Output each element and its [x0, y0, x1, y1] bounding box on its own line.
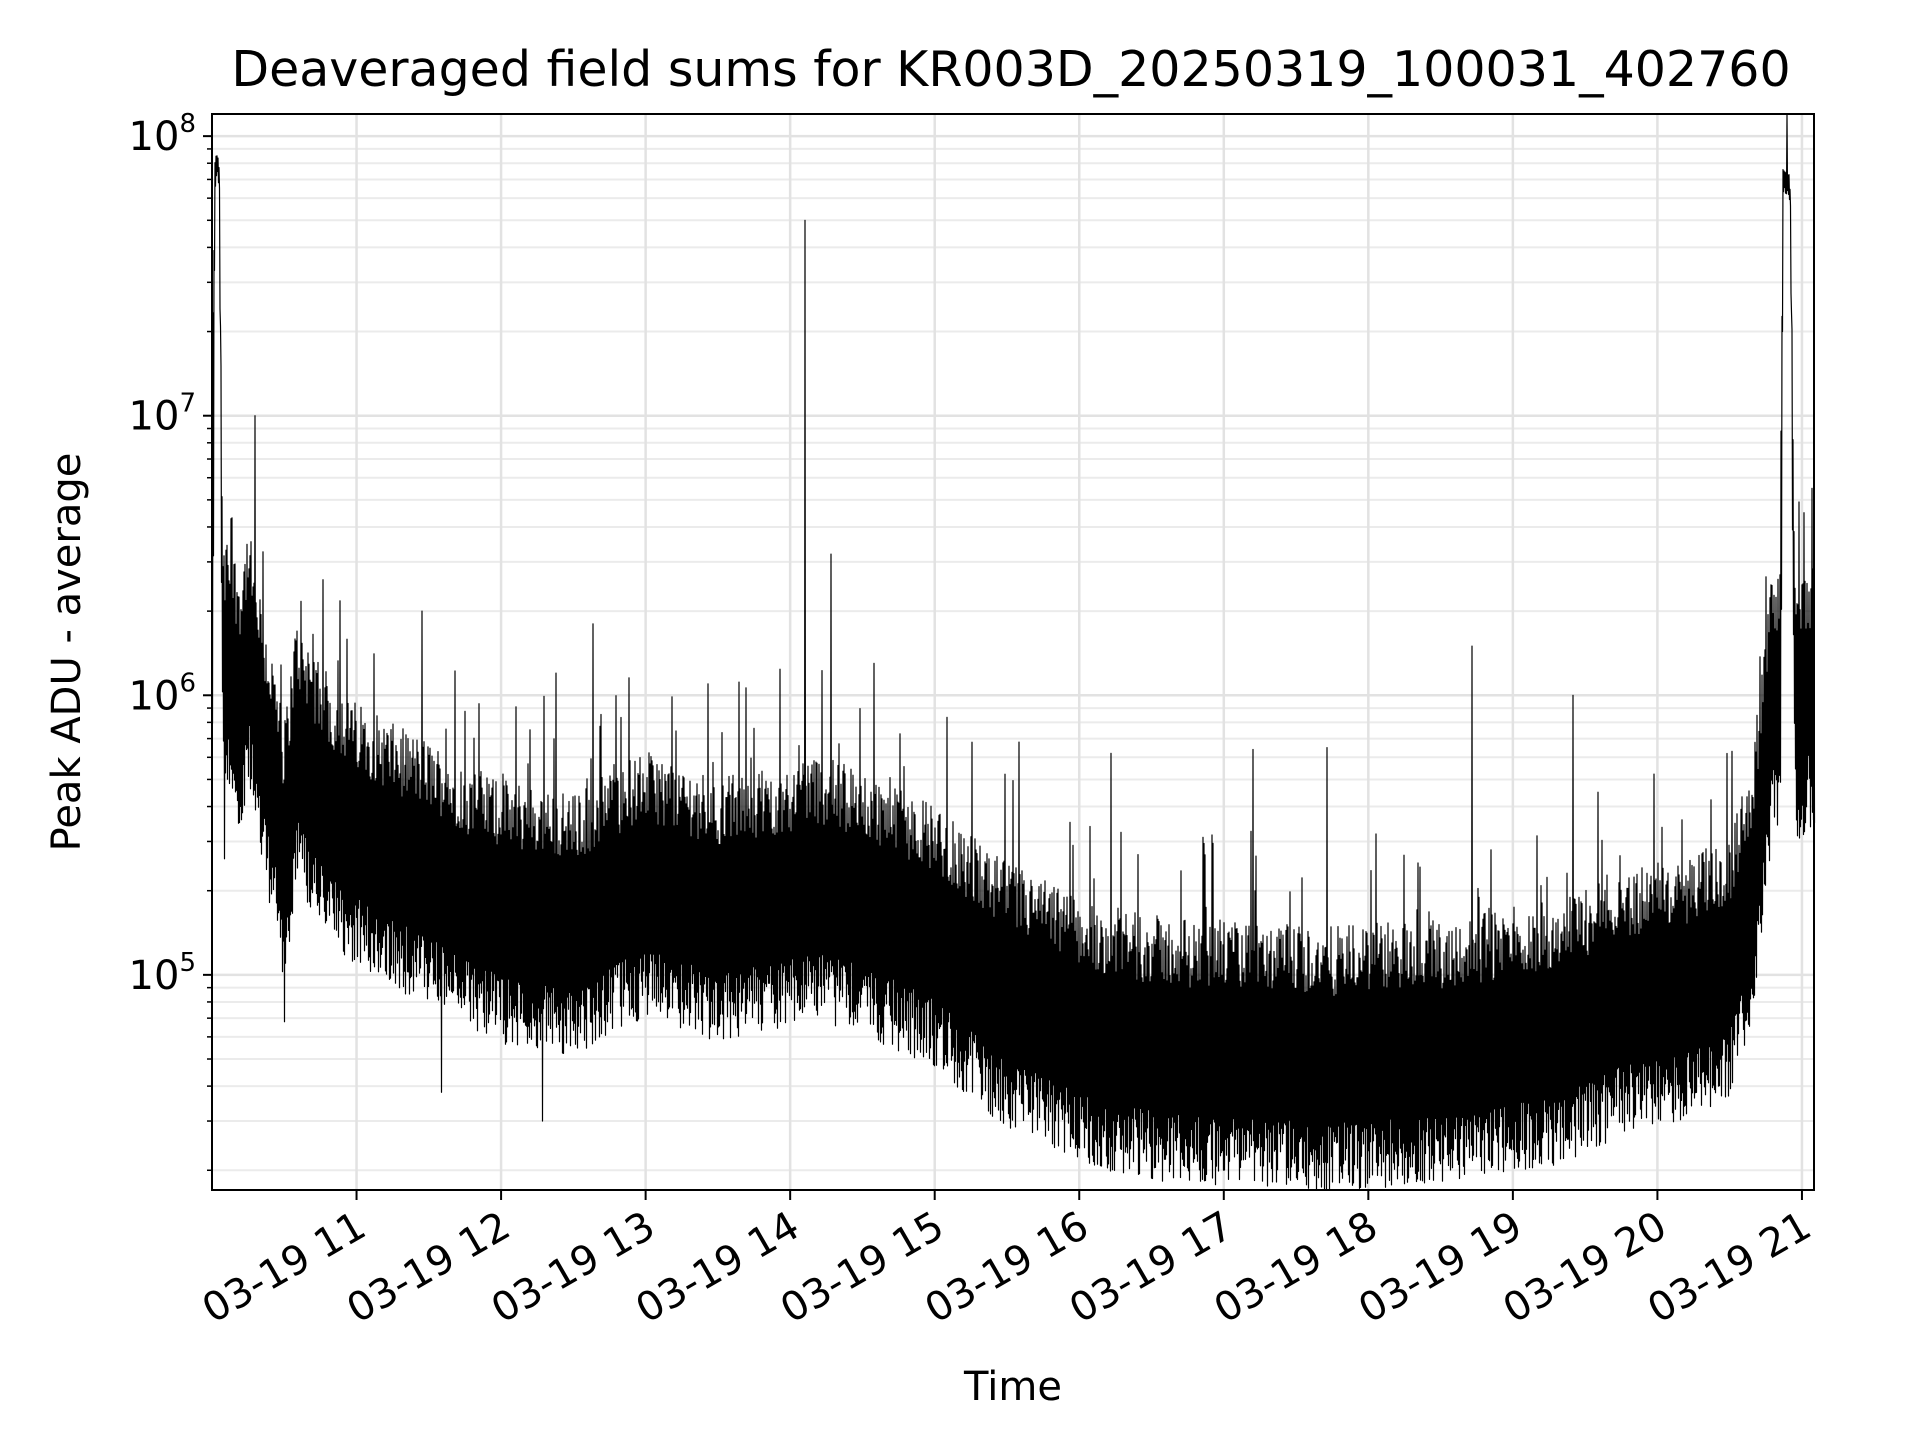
- plot-frame: [211, 113, 1815, 1191]
- y-tick-label: 105: [129, 948, 196, 999]
- y-axis-ticks: 105 106 107 108: [129, 109, 212, 1172]
- y-tick-label: 108: [129, 109, 196, 160]
- x-axis-label: Time: [963, 1364, 1062, 1410]
- series-line: [211, 113, 1816, 1191]
- y-tick-label: 106: [129, 668, 196, 719]
- y-tick-label: 107: [129, 389, 196, 440]
- data-series: [211, 113, 1816, 1191]
- chart-title: Deaveraged field sums for KR003D_2025031…: [231, 41, 1790, 98]
- y-axis-label: Peak ADU - average: [44, 453, 90, 852]
